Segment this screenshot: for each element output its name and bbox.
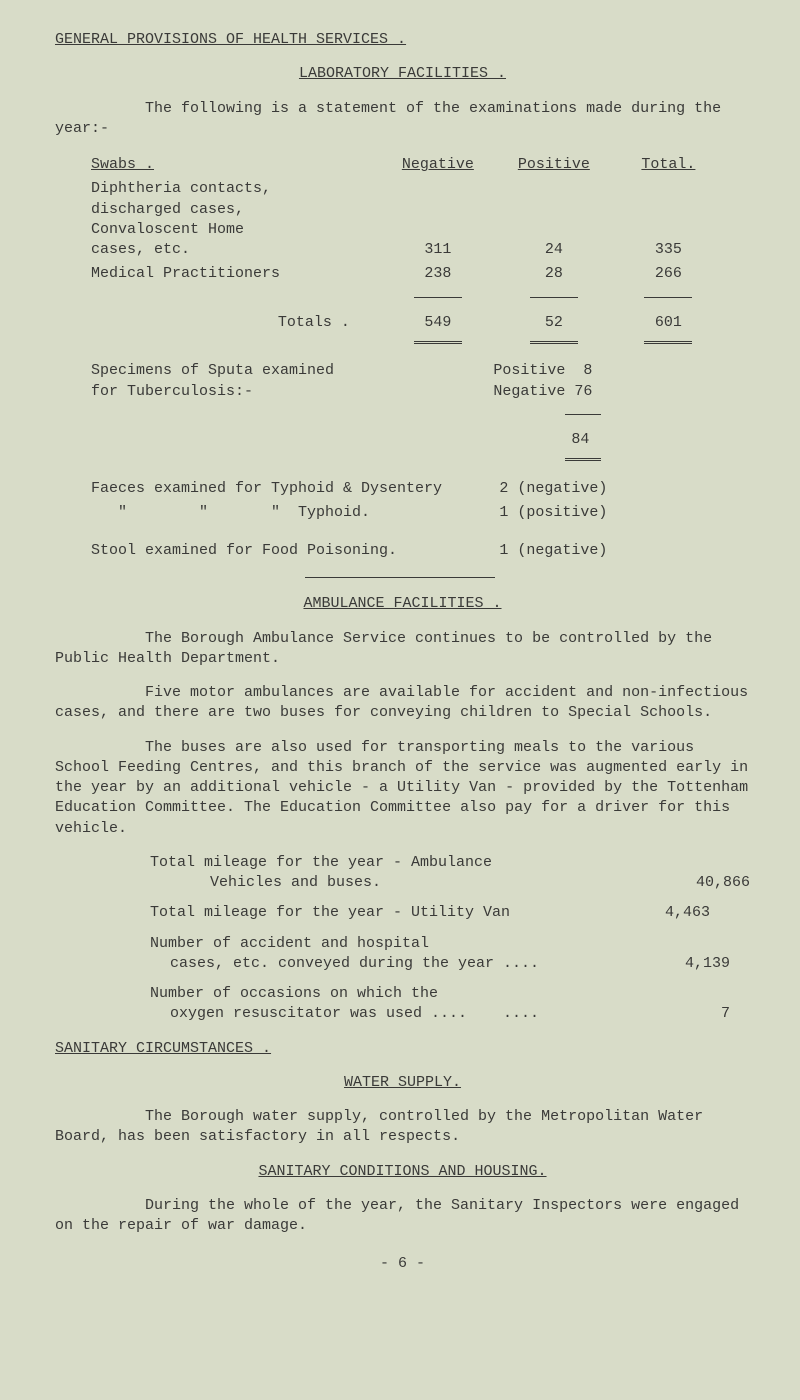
specimens-table: Specimens of Sputa examined for Tubercul… bbox=[85, 359, 725, 476]
s2v: 4,463 bbox=[620, 903, 710, 923]
row2-label: Medical Practitioners bbox=[85, 262, 380, 286]
divider bbox=[305, 577, 495, 578]
table-row bbox=[85, 525, 725, 539]
sanitary-title: SANITARY CIRCUMSTANCES . bbox=[55, 1039, 750, 1059]
stat-row: Number of occasions on which the bbox=[150, 984, 750, 1004]
row1-tot: 335 bbox=[612, 177, 725, 262]
hdr-neg: Negative bbox=[402, 156, 474, 173]
stat-row: cases, etc. conveyed during the year ...… bbox=[150, 954, 750, 974]
ambulance-p3: The buses are also used for transporting… bbox=[55, 738, 750, 839]
double-rule bbox=[530, 341, 578, 350]
stat-row: Total mileage for the year - Utility Van… bbox=[150, 903, 750, 923]
stat-row: Total mileage for the year - Ambulance bbox=[150, 853, 750, 873]
rule-row bbox=[85, 287, 725, 311]
faeces-l2: " " " Typhoid. bbox=[85, 501, 493, 525]
blank bbox=[620, 853, 710, 873]
stool-r: 1 (negative) bbox=[493, 539, 725, 563]
double-rule bbox=[414, 341, 462, 350]
totals-pos: 52 bbox=[496, 311, 612, 335]
row2-neg: 238 bbox=[380, 262, 496, 286]
totals-label: Totals . bbox=[85, 311, 380, 335]
row2-pos: 28 bbox=[496, 262, 612, 286]
cond-p: During the whole of the year, the Sanita… bbox=[55, 1196, 750, 1237]
rule bbox=[644, 297, 692, 302]
totals-row: Totals . 549 52 601 bbox=[85, 311, 725, 335]
row1-pos: 24 bbox=[496, 177, 612, 262]
s1b: Vehicles and buses. bbox=[210, 873, 663, 893]
row1-label-4: cases, etc. bbox=[91, 240, 374, 260]
stats-block: Total mileage for the year - Ambulance V… bbox=[150, 853, 750, 1025]
table-row: Specimens of Sputa examined for Tubercul… bbox=[85, 359, 725, 404]
cond-title-text: SANITARY CONDITIONS AND HOUSING. bbox=[258, 1163, 546, 1180]
ambulance-title-text: AMBULANCE FACILITIES . bbox=[303, 595, 501, 612]
row1-label-1: Diphtheria contacts, bbox=[91, 179, 374, 199]
table-row: " " " Typhoid. 1 (positive) bbox=[85, 501, 725, 525]
table-row: Faeces examined for Typhoid & Dysentery … bbox=[85, 477, 725, 501]
table-row bbox=[85, 452, 725, 476]
double-rule bbox=[644, 341, 692, 350]
table-row: Medical Practitioners 238 28 266 bbox=[85, 262, 725, 286]
table-row: Stool examined for Food Poisoning. 1 (ne… bbox=[85, 539, 725, 563]
stat-row: Number of accident and hospital bbox=[150, 934, 750, 954]
faeces-table: Faeces examined for Typhoid & Dysentery … bbox=[85, 477, 725, 564]
table-row bbox=[85, 404, 725, 428]
blank bbox=[620, 984, 710, 1004]
spec-neg: Negative 76 bbox=[493, 382, 719, 402]
rule bbox=[565, 414, 601, 419]
spec-line2: for Tuberculosis:- bbox=[91, 382, 481, 402]
rule bbox=[530, 297, 578, 302]
water-title-text: WATER SUPPLY. bbox=[344, 1074, 461, 1091]
double-rule bbox=[565, 458, 601, 467]
s3a: Number of accident and hospital bbox=[150, 934, 620, 954]
intro-text: The following is a statement of the exam… bbox=[55, 99, 750, 140]
hdr-swabs: Swabs . bbox=[91, 156, 154, 173]
row2-tot: 266 bbox=[612, 262, 725, 286]
stat-row: oxygen resuscitator was used .... .... 7 bbox=[150, 1004, 750, 1024]
ambulance-p2: Five motor ambulances are available for … bbox=[55, 683, 750, 724]
page-number: - 6 - bbox=[55, 1254, 750, 1274]
s3v: 4,139 bbox=[640, 954, 730, 974]
s4v: 7 bbox=[640, 1004, 730, 1024]
row1-neg: 311 bbox=[380, 177, 496, 262]
dbl-rule-row bbox=[85, 335, 725, 359]
water-p: The Borough water supply, controlled by … bbox=[55, 1107, 750, 1148]
table-row: 84 bbox=[85, 428, 725, 452]
stat-row: Vehicles and buses. 40,866 bbox=[150, 873, 750, 893]
blank bbox=[620, 934, 710, 954]
ambulance-p1: The Borough Ambulance Service continues … bbox=[55, 629, 750, 670]
s4b: oxygen resuscitator was used .... .... bbox=[170, 1004, 640, 1024]
section-title-text: GENERAL PROVISIONS OF HEALTH SERVICES . bbox=[55, 31, 406, 48]
row1-label-3: Convaloscent Home bbox=[91, 220, 374, 240]
s1v: 40,866 bbox=[663, 873, 750, 893]
ambulance-title: AMBULANCE FACILITIES . bbox=[55, 594, 750, 614]
rule bbox=[414, 297, 462, 302]
lab-title: LABORATORY FACILITIES . bbox=[55, 64, 750, 84]
cond-title: SANITARY CONDITIONS AND HOUSING. bbox=[55, 1162, 750, 1182]
s2: Total mileage for the year - Utility Van bbox=[150, 903, 620, 923]
spec-sum: 84 bbox=[571, 431, 589, 448]
sanitary-title-text: SANITARY CIRCUMSTANCES . bbox=[55, 1040, 271, 1057]
lab-title-text: LABORATORY FACILITIES . bbox=[299, 65, 506, 82]
s1a: Total mileage for the year - Ambulance bbox=[150, 853, 620, 873]
table-header-row: Swabs . Negative Positive Total. bbox=[85, 153, 725, 177]
s4a: Number of occasions on which the bbox=[150, 984, 620, 1004]
row1-label-2: discharged cases, bbox=[91, 200, 374, 220]
spec-pos: Positive 8 bbox=[493, 361, 719, 381]
swabs-table: Swabs . Negative Positive Total. Diphthe… bbox=[85, 153, 725, 359]
s3b: cases, etc. conveyed during the year ...… bbox=[170, 954, 640, 974]
water-title: WATER SUPPLY. bbox=[55, 1073, 750, 1093]
faeces-l1: Faeces examined for Typhoid & Dysentery bbox=[85, 477, 493, 501]
spec-line1: Specimens of Sputa examined bbox=[91, 361, 481, 381]
faeces-r2: 1 (positive) bbox=[493, 501, 725, 525]
hdr-tot: Total. bbox=[641, 156, 695, 173]
totals-tot: 601 bbox=[612, 311, 725, 335]
totals-neg: 549 bbox=[380, 311, 496, 335]
hdr-pos: Positive bbox=[518, 156, 590, 173]
stool-l: Stool examined for Food Poisoning. bbox=[85, 539, 493, 563]
faeces-r1: 2 (negative) bbox=[493, 477, 725, 501]
section-title: GENERAL PROVISIONS OF HEALTH SERVICES . bbox=[55, 30, 750, 50]
table-row: Diphtheria contacts, discharged cases, C… bbox=[85, 177, 725, 262]
